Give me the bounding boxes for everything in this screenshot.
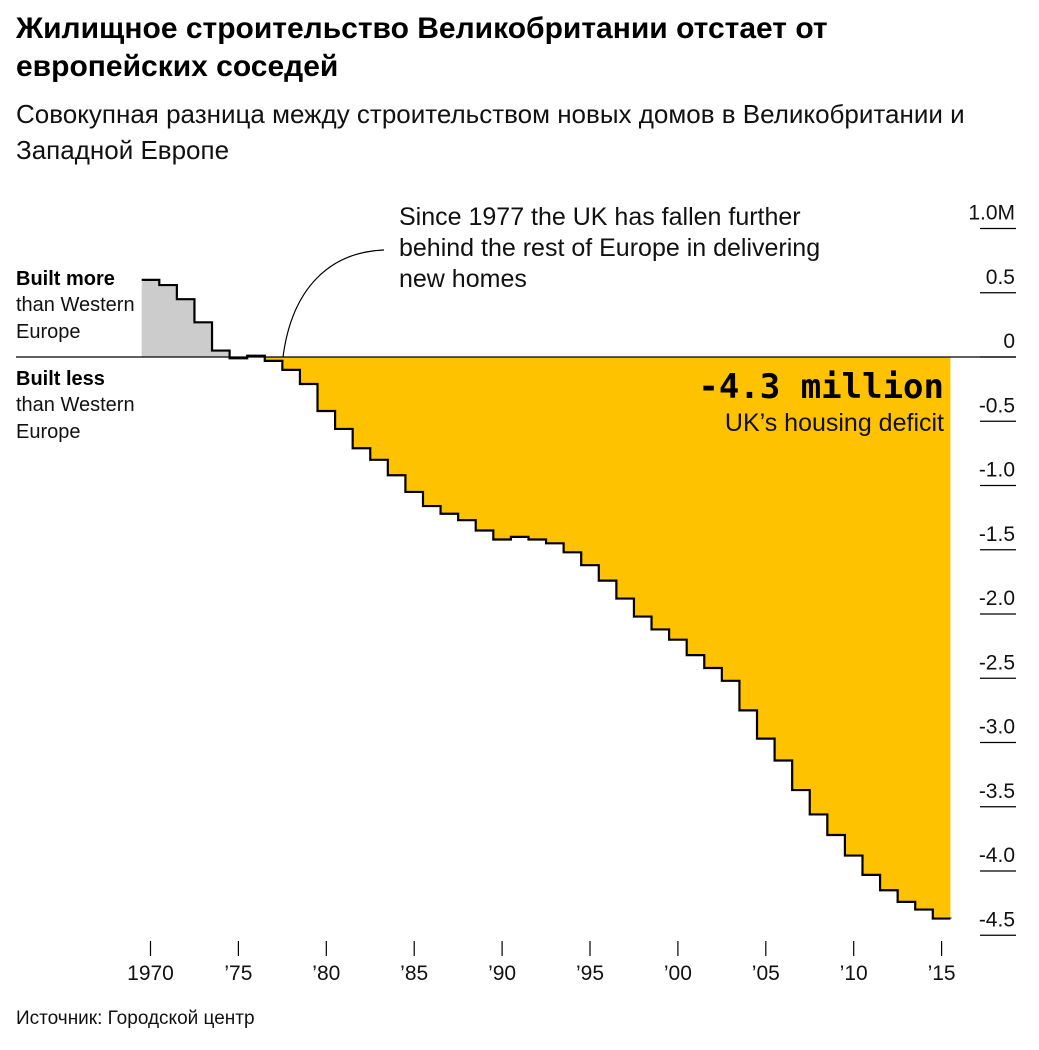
annotation-leader-line	[282, 249, 385, 358]
x-tick-label: ’00	[664, 962, 692, 985]
y-tick-label: -2.0	[979, 587, 1015, 610]
y-tick-label: 0	[1003, 330, 1015, 353]
y-tick-label: -0.5	[979, 394, 1015, 417]
x-tick-label: 1970	[127, 962, 174, 985]
negative-label-line-1: Built less	[16, 368, 105, 390]
chart-subtitle: Совокупная разница между строительством …	[16, 99, 965, 165]
x-tick-label: ’75	[224, 962, 252, 985]
deficit-callout-label: UK’s housing deficit	[725, 409, 944, 437]
y-tick-label: -4.0	[979, 844, 1015, 867]
y-tick-label: -1.5	[979, 523, 1015, 546]
positive-label-line-3: Europe	[16, 321, 81, 343]
deficit-area	[141, 357, 951, 919]
y-tick-label: -4.5	[979, 908, 1015, 931]
annotation-line-3: new homes	[399, 265, 527, 293]
x-axis: 1970 ’75 ’80 ’85 ’90 ’95 ’00 ’05 ’10 ’15	[127, 941, 956, 985]
annotation-line-2: behind the rest of Europe in delivering	[399, 234, 820, 262]
series-step-line	[141, 278, 952, 920]
positive-label-line-2: than Western	[16, 294, 135, 316]
x-tick-label: ’10	[840, 962, 868, 985]
negative-label-line-3: Europe	[16, 421, 81, 443]
housing-deficit-chart: 1.0M 0.5 0 -0.5 -1.0 -1.5 -2.0 -2.5 -3.0 -3.5 -4.0…	[16, 202, 1016, 985]
deficit-callout-value: -4.3 million	[698, 367, 944, 407]
y-tick-label: -3.5	[979, 780, 1015, 803]
y-tick-label: 1.0M	[968, 202, 1015, 225]
source-note: Источник: Городской центр	[16, 1008, 255, 1029]
x-tick-label: ’05	[752, 962, 780, 985]
y-tick-label: -3.0	[979, 716, 1015, 739]
y-tick-label: -2.5	[979, 651, 1015, 674]
area-layer	[141, 279, 951, 919]
annotation-line-1: Since 1977 the UK has fallen further	[399, 203, 801, 231]
x-tick-label: ’85	[400, 962, 428, 985]
x-tick-label: ’15	[928, 962, 956, 985]
x-tick-label: ’80	[312, 962, 340, 985]
positive-label-line-1: Built more	[16, 268, 115, 290]
surplus-area	[141, 279, 951, 357]
y-axis: 1.0M 0.5 0 -0.5 -1.0 -1.5 -2.0 -2.5 -3.0 -3.5 -4.0…	[968, 202, 1016, 936]
x-tick-label: ’95	[576, 962, 604, 985]
y-tick-label: -1.0	[979, 459, 1015, 482]
y-tick-label: 0.5	[986, 266, 1015, 289]
negative-label-line-2: than Western	[16, 394, 135, 416]
x-tick-label: ’90	[488, 962, 516, 985]
chart-title: Жилищное строительство Великобритании от…	[16, 12, 828, 83]
